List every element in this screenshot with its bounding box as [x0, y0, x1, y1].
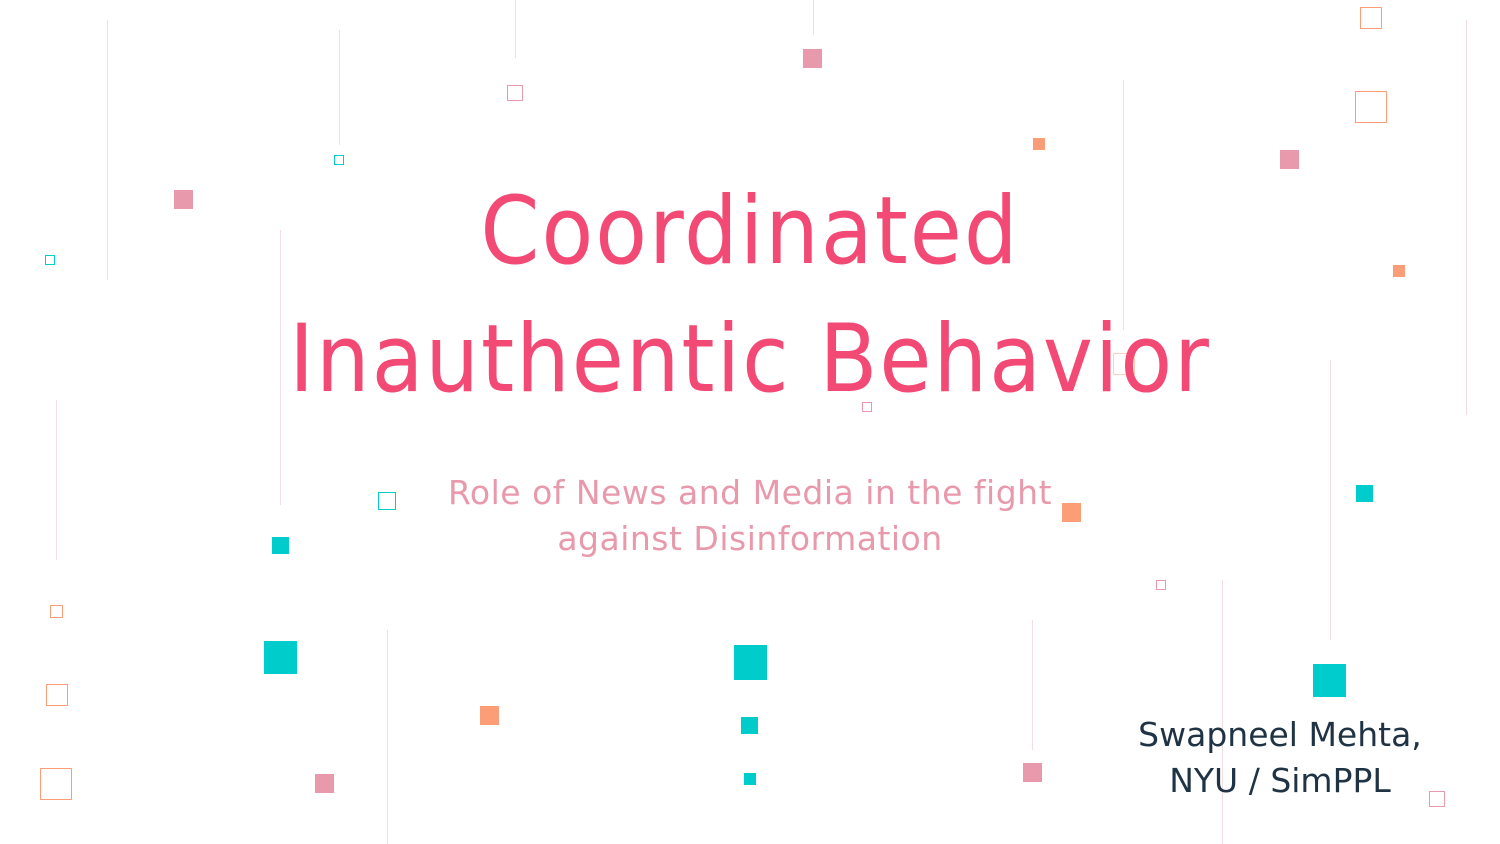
decor-square-outline: [1156, 580, 1166, 590]
decor-line: [56, 400, 57, 560]
decor-square-outline: [1113, 353, 1135, 375]
decor-line: [107, 20, 108, 280]
decor-line: [1123, 80, 1124, 330]
author-credit: Swapneel Mehta, NYU / SimPPL: [1100, 712, 1460, 804]
decor-square: [1033, 138, 1045, 150]
decor-square: [744, 773, 756, 785]
decor-line: [1032, 620, 1033, 750]
decor-line: [515, 0, 516, 58]
decor-line: [280, 230, 281, 505]
decor-square-outline: [507, 85, 523, 101]
decor-square: [1356, 485, 1373, 502]
slide-title-line-2: Inauthentic Behavior: [289, 305, 1211, 414]
decor-square: [1313, 664, 1346, 697]
decor-line: [1222, 580, 1223, 844]
decor-square: [174, 190, 193, 209]
decor-line: [813, 0, 814, 35]
decor-square: [1062, 503, 1081, 522]
decor-square-outline: [40, 768, 72, 800]
decor-line: [387, 630, 388, 844]
slide-subtitle-line-2: against Disinformation: [557, 519, 943, 558]
slide-title: Coordinated Inauthentic Behavior: [200, 168, 1300, 424]
decor-square-outline: [50, 605, 63, 618]
decor-square-outline: [862, 402, 872, 412]
author-name: Swapneel Mehta,: [1138, 715, 1422, 754]
decor-square-outline: [378, 492, 396, 510]
decor-square: [480, 706, 499, 725]
slide-subtitle-line-1: Role of News and Media in the fight: [447, 473, 1053, 512]
decor-square: [1023, 763, 1042, 782]
author-affiliation: NYU / SimPPL: [1169, 761, 1391, 800]
decor-square-outline: [1360, 7, 1382, 29]
decor-square-outline: [1429, 791, 1445, 807]
slide-title-line-1: Coordinated: [480, 177, 1020, 286]
decor-line: [1330, 360, 1331, 640]
decor-square-outline: [45, 255, 55, 265]
decor-square: [315, 774, 334, 793]
decor-square: [264, 641, 297, 674]
decor-square: [803, 49, 822, 68]
slide-subtitle: Role of News and Media in the fight agai…: [400, 470, 1100, 562]
decor-square: [272, 537, 289, 554]
decor-square: [1280, 150, 1299, 169]
decor-square: [741, 717, 758, 734]
decor-square-outline: [46, 684, 68, 706]
decor-square-outline: [1355, 91, 1387, 123]
decor-square: [1393, 265, 1405, 277]
decor-line: [339, 30, 340, 145]
decor-square: [734, 645, 767, 680]
decor-line: [1466, 20, 1467, 415]
decor-square-outline: [334, 155, 344, 165]
